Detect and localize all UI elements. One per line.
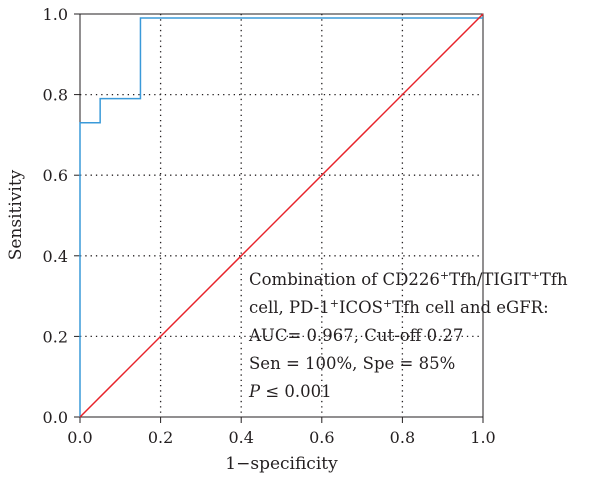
annotation-line-1: Combination of CD226+Tfh/TIGIT+Tfh	[249, 269, 568, 290]
x-ticks: 0.0 0.2 0.4 0.6 0.8 1.0	[67, 417, 496, 447]
reference-diagonal-line	[79, 13, 484, 418]
annotation-line-2: cell, PD-1+ICOS+Tfh cell and eGFR:	[249, 297, 549, 318]
roc-curve-line	[79, 17, 483, 417]
y-tick-label: 1.0	[43, 5, 68, 24]
annotation-line-5: P ≤ 0.001	[248, 382, 332, 401]
x-tick-label: 0.8	[390, 428, 415, 447]
annotation-p-value: ≤ 0.001	[260, 382, 332, 401]
x-tick-label: 0.6	[309, 428, 334, 447]
x-tick-label: 0.4	[228, 428, 253, 447]
annotation-line-2-c: Tfh cell and eGFR:	[392, 298, 548, 317]
y-ticks: 0.0 0.2 0.4 0.6 0.8 1.0	[43, 5, 80, 427]
y-tick-label: 0.2	[43, 327, 68, 346]
annotation-p-symbol: P	[248, 382, 261, 401]
x-tick-label: 0.2	[148, 428, 173, 447]
x-tick-label: 1.0	[470, 428, 495, 447]
series	[79, 13, 484, 418]
annotation: Combination of CD226+Tfh/TIGIT+Tfh cell,…	[248, 269, 568, 402]
y-tick-label: 0.4	[43, 247, 68, 266]
annotation-line-3: AUC= 0.967, Cut-off 0.27	[248, 326, 463, 345]
x-tick-label: 0.0	[67, 428, 92, 447]
annotation-line-2-a: cell, PD-1	[249, 298, 330, 317]
annotation-line-1-a: Combination of CD226	[249, 270, 440, 289]
annotation-line-1-sup1: +	[440, 269, 449, 282]
x-axis-title: 1−specificity	[225, 454, 338, 474]
y-tick-label: 0.8	[43, 86, 68, 105]
annotation-line-1-b: Tfh/TIGIT	[449, 270, 531, 289]
annotation-line-1-c: Tfh	[540, 270, 568, 289]
annotation-line-1-sup2: +	[531, 269, 540, 282]
y-tick-label: 0.6	[43, 166, 68, 185]
annotation-line-2-sup2: +	[383, 297, 392, 310]
y-tick-label: 0.0	[43, 408, 68, 427]
y-axis-title: Sensitivity	[6, 169, 26, 260]
annotation-line-4: Sen = 100%, Spe = 85%	[249, 354, 455, 373]
grid	[80, 14, 483, 417]
annotation-line-2-sup1: +	[330, 297, 339, 310]
annotation-line-2-b: ICOS	[339, 298, 383, 317]
